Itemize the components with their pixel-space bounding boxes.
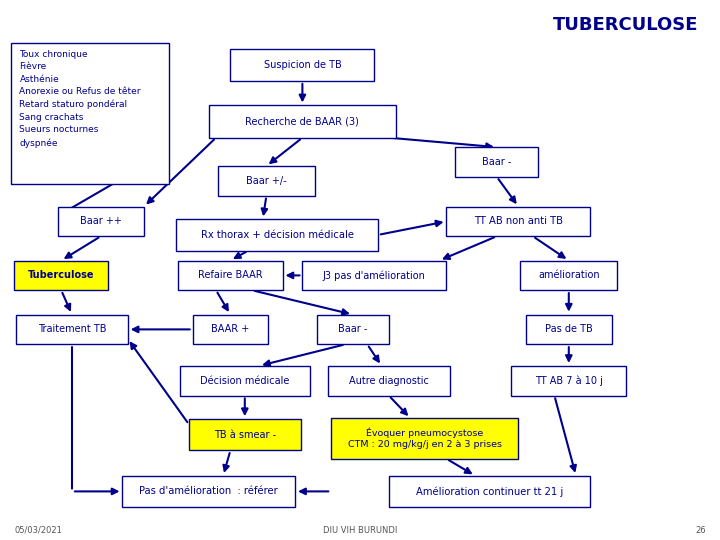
FancyBboxPatch shape <box>180 366 310 395</box>
Text: Pas de TB: Pas de TB <box>545 325 593 334</box>
Text: Baar -: Baar - <box>482 157 511 167</box>
FancyBboxPatch shape <box>122 476 295 507</box>
Text: TT AB non anti TB: TT AB non anti TB <box>474 217 563 226</box>
Text: Traitement TB: Traitement TB <box>37 325 107 334</box>
Text: Refaire BAAR: Refaire BAAR <box>198 271 263 280</box>
FancyBboxPatch shape <box>58 206 144 237</box>
FancyBboxPatch shape <box>209 105 396 138</box>
FancyBboxPatch shape <box>389 476 590 507</box>
Text: Baar +/-: Baar +/- <box>246 176 287 186</box>
Text: Tuberculose: Tuberculose <box>28 271 94 280</box>
FancyBboxPatch shape <box>302 261 446 291</box>
FancyBboxPatch shape <box>11 43 169 184</box>
Text: Toux chronique
Fièvre
Asthénie
Anorexie ou Refus de têter
Retard staturo pondéra: Toux chronique Fièvre Asthénie Anorexie … <box>19 50 141 147</box>
FancyBboxPatch shape <box>511 366 626 395</box>
FancyBboxPatch shape <box>176 219 378 251</box>
Text: 26: 26 <box>695 525 706 535</box>
FancyBboxPatch shape <box>328 366 450 395</box>
FancyBboxPatch shape <box>317 314 389 345</box>
Text: Baar -: Baar - <box>338 325 367 334</box>
Text: DIU VIH BURUNDI: DIU VIH BURUNDI <box>323 525 397 535</box>
FancyBboxPatch shape <box>521 261 618 291</box>
Text: Rx thorax + décision médicale: Rx thorax + décision médicale <box>201 230 354 240</box>
Text: TT AB 7 à 10 j: TT AB 7 à 10 j <box>535 375 603 386</box>
Text: amélioration: amélioration <box>538 271 600 280</box>
FancyBboxPatch shape <box>179 261 282 291</box>
FancyBboxPatch shape <box>14 261 108 291</box>
Text: Évoquer pneumocystose
CTM : 20 mg/kg/j en 2 à 3 prises: Évoquer pneumocystose CTM : 20 mg/kg/j e… <box>348 428 502 449</box>
FancyBboxPatch shape <box>230 49 374 81</box>
FancyBboxPatch shape <box>526 314 612 345</box>
Text: BAAR +: BAAR + <box>211 325 250 334</box>
FancyBboxPatch shape <box>446 206 590 237</box>
Text: Amélioration continuer tt 21 j: Amélioration continuer tt 21 j <box>416 486 563 497</box>
Text: Pas d'amélioration  : référer: Pas d'amélioration : référer <box>140 487 278 496</box>
Text: Recherche de BAAR (3): Recherche de BAAR (3) <box>246 117 359 126</box>
FancyBboxPatch shape <box>193 314 268 345</box>
Text: TUBERCULOSE: TUBERCULOSE <box>553 16 698 34</box>
FancyBboxPatch shape <box>217 166 315 195</box>
Text: Suspicion de TB: Suspicion de TB <box>264 60 341 70</box>
FancyBboxPatch shape <box>189 419 301 450</box>
Text: J3 pas d'amélioration: J3 pas d'amélioration <box>323 270 426 281</box>
Text: Baar ++: Baar ++ <box>80 217 122 226</box>
Text: TB à smear -: TB à smear - <box>214 430 276 440</box>
FancyBboxPatch shape <box>455 147 538 177</box>
FancyBboxPatch shape <box>17 314 128 345</box>
Text: Autre diagnostic: Autre diagnostic <box>349 376 428 386</box>
Text: Décision médicale: Décision médicale <box>200 376 289 386</box>
Text: 05/03/2021: 05/03/2021 <box>14 525 62 535</box>
FancyBboxPatch shape <box>331 418 518 459</box>
